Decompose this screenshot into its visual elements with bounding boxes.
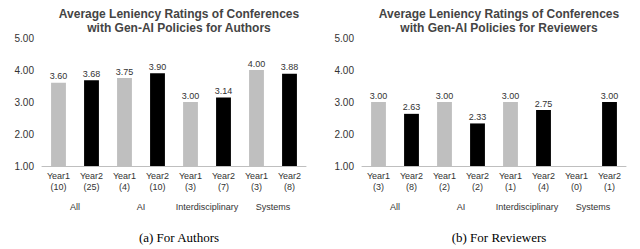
svg-text:3.00: 3.00 [182, 91, 200, 101]
svg-text:Year2: Year2 [278, 171, 301, 181]
svg-text:(4): (4) [538, 182, 549, 192]
svg-text:(1): (1) [505, 182, 516, 192]
svg-text:(1): (1) [604, 182, 615, 192]
svg-text:(2): (2) [439, 182, 450, 192]
svg-text:Average Leniency Ratings of Co: Average Leniency Ratings of Conferences [59, 7, 300, 21]
svg-text:3.68: 3.68 [83, 69, 101, 79]
svg-text:Year1: Year1 [499, 171, 522, 181]
svg-text:Interdisciplinary: Interdisciplinary [496, 202, 559, 212]
svg-text:AI: AI [137, 202, 146, 212]
svg-text:(3): (3) [251, 182, 262, 192]
svg-text:5.00: 5.00 [335, 33, 355, 44]
svg-text:3.90: 3.90 [149, 62, 167, 72]
svg-text:3.00: 3.00 [370, 91, 388, 101]
svg-text:Systems: Systems [576, 202, 611, 212]
svg-text:Year1: Year1 [179, 171, 202, 181]
svg-text:Year1: Year1 [113, 171, 136, 181]
svg-text:4.00: 4.00 [248, 59, 266, 69]
svg-text:3.00: 3.00 [601, 91, 619, 101]
svg-text:(8): (8) [284, 182, 295, 192]
svg-text:Year1: Year1 [47, 171, 70, 181]
svg-text:3.60: 3.60 [50, 71, 68, 81]
svg-text:1.00: 1.00 [335, 161, 355, 172]
svg-text:3.00: 3.00 [502, 91, 520, 101]
svg-text:3.00: 3.00 [335, 97, 355, 108]
svg-text:(3): (3) [185, 182, 196, 192]
svg-text:3.75: 3.75 [116, 67, 134, 77]
svg-text:(10): (10) [50, 182, 66, 192]
svg-text:2.63: 2.63 [403, 102, 421, 112]
svg-text:(0): (0) [571, 182, 582, 192]
svg-text:3.88: 3.88 [281, 62, 299, 72]
svg-text:4.00: 4.00 [335, 65, 355, 76]
svg-text:Year2: Year2 [598, 171, 621, 181]
svg-text:2.33: 2.33 [469, 112, 487, 122]
svg-text:(2): (2) [472, 182, 483, 192]
svg-text:(10): (10) [149, 182, 165, 192]
svg-text:All: All [390, 202, 400, 212]
svg-text:2.00: 2.00 [15, 129, 35, 140]
svg-text:Interdisciplinary: Interdisciplinary [176, 202, 239, 212]
svg-text:Year2: Year2 [80, 171, 103, 181]
svg-text:(4): (4) [119, 182, 130, 192]
svg-text:(a) For Authors: (a) For Authors [139, 230, 219, 245]
svg-text:with Gen-AI Policies for Revie: with Gen-AI Policies for Reviewers [399, 21, 598, 35]
svg-text:All: All [70, 202, 80, 212]
svg-text:Year2: Year2 [532, 171, 555, 181]
svg-text:Year1: Year1 [245, 171, 268, 181]
svg-text:5.00: 5.00 [15, 33, 35, 44]
svg-text:(3): (3) [373, 182, 384, 192]
svg-text:Year1: Year1 [367, 171, 390, 181]
svg-text:3.00: 3.00 [436, 91, 454, 101]
svg-text:Year1: Year1 [565, 171, 588, 181]
svg-text:Average Leniency Ratings of Co: Average Leniency Ratings of Conferences [379, 7, 620, 21]
svg-text:with Gen-AI Policies for Autho: with Gen-AI Policies for Authors [86, 21, 271, 35]
svg-text:Systems: Systems [256, 202, 291, 212]
svg-text:4.00: 4.00 [15, 65, 35, 76]
svg-text:(b) For Reviewers: (b) For Reviewers [452, 230, 547, 245]
svg-text:(7): (7) [218, 182, 229, 192]
svg-text:AI: AI [457, 202, 466, 212]
svg-text:(8): (8) [406, 182, 417, 192]
svg-text:3.00: 3.00 [15, 97, 35, 108]
svg-text:1.00: 1.00 [15, 161, 35, 172]
svg-text:(25): (25) [83, 182, 99, 192]
svg-text:3.14: 3.14 [215, 86, 233, 96]
svg-text:Year2: Year2 [146, 171, 169, 181]
svg-text:Year1: Year1 [433, 171, 456, 181]
svg-text:Year2: Year2 [466, 171, 489, 181]
svg-text:2.75: 2.75 [535, 99, 553, 109]
svg-text:Year2: Year2 [212, 171, 235, 181]
svg-text:2.00: 2.00 [335, 129, 355, 140]
svg-text:Year2: Year2 [400, 171, 423, 181]
